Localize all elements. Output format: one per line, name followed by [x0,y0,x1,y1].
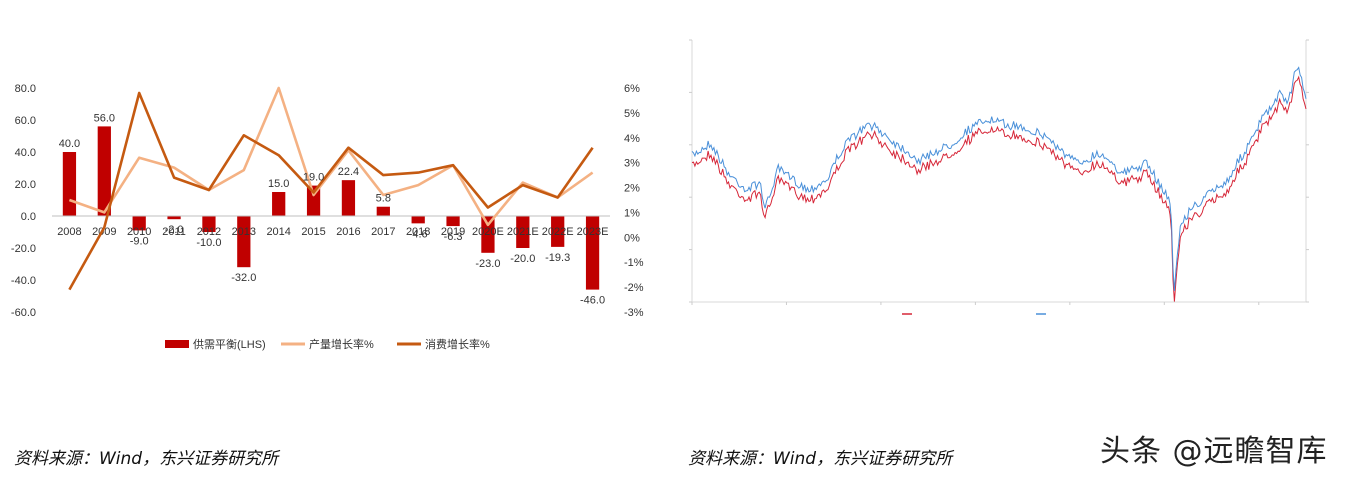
x-axis-tick: 2018 [406,226,430,238]
left-axis-tick: 80.0 [15,83,36,95]
bar [446,216,460,227]
right-axis-tick: 2% [624,183,640,195]
left-axis-tick: -20.0 [11,243,36,255]
left-axis-tick: 60.0 [15,115,36,127]
bar-data-label: -23.0 [475,258,500,270]
bar-data-label: 15.0 [268,178,289,190]
x-axis-tick: 2020E [472,226,504,238]
bar [62,152,77,216]
legend-entry: 产量增长率% [309,337,374,351]
legend-swatch [165,340,189,348]
series-line [691,66,1307,292]
bar-data-label: -4.6 [409,228,428,240]
bar [411,216,425,224]
left-axis-tick: 20.0 [15,179,36,191]
x-axis-tick: 2016 [336,226,360,238]
right-axis-tick: -1% [624,257,644,269]
bar [306,185,321,216]
right-axis-tick: -3% [624,307,644,319]
x-axis-tick: 2009 [92,226,116,238]
x-axis-tick: 2017 [371,226,395,238]
source-note-right: 资料来源：Wind，东兴证券研究所 [688,449,953,469]
x-axis-tick: 2008 [57,226,81,238]
x-axis-tick: 2015 [301,226,325,238]
bar-data-label: -6.3 [444,231,463,243]
bar [376,206,390,216]
left-axis-tick: 0.0 [21,211,36,223]
x-axis-tick: 2013 [232,226,256,238]
x-axis-tick: 2012 [197,226,221,238]
bar-data-label: -19.3 [545,252,570,264]
bar-data-label: 40.0 [59,138,80,150]
x-axis-tick: 2011 [162,226,186,238]
bar-data-label: -10.0 [196,237,221,249]
series-line [68,86,594,227]
right-axis-tick: 5% [624,108,640,120]
bar [97,126,111,216]
left-axis-tick: -40.0 [11,275,36,287]
series-line [68,91,594,291]
legend-entry: 供需平衡(LHS) [193,337,266,351]
left-axis-tick: -60.0 [11,307,36,319]
bar-data-label: -46.0 [580,295,605,307]
right-axis-tick: -2% [624,282,644,294]
right-axis-tick: 1% [624,207,640,219]
supply-demand-chart: 80.0 60.0 40.0 20.0 0.0 -20.0 -40.0 -60.0 6% 5% 4%… [11,83,644,351]
bar [341,180,356,216]
bar [272,192,286,216]
bar [202,216,216,232]
x-axis-tick: 2023E [577,226,609,238]
bar-data-label: -32.0 [231,272,256,284]
bar-data-label: 56.0 [94,112,115,124]
bar-data-label: 5.8 [376,193,391,205]
left-axis-tick: 40.0 [15,147,36,159]
x-axis-tick: 2010 [127,226,151,238]
bar-data-label: 22.4 [338,166,359,178]
bar [551,216,565,247]
watermark: 头条 @远瞻智库 [1100,434,1328,469]
bar-data-label: 19.0 [303,172,324,184]
x-axis-tick: 2021E [507,226,539,238]
bar-data-label: -20.0 [510,253,535,265]
bar-data-label: -9.0 [130,235,149,247]
x-axis-tick: 2014 [266,226,290,238]
source-note-left: 资料来源：Wind，东兴证券研究所 [14,449,279,469]
right-axis-tick: 6% [624,83,640,95]
bar [481,216,495,253]
bar-data-label: -2.0 [165,224,184,236]
right-axis-tick: 3% [624,158,640,170]
right-axis-tick: 4% [624,133,640,145]
bar [237,216,251,268]
bar [167,216,181,220]
price-line-chart [689,39,1309,315]
bar [585,216,600,290]
series-line [691,75,1307,302]
x-axis-tick: 2022E [542,226,574,238]
bar [132,216,146,231]
right-axis-tick: 0% [624,232,640,244]
bar [516,216,530,248]
x-axis-tick: 2019 [441,226,465,238]
legend-entry: 消费增长率% [425,337,490,351]
